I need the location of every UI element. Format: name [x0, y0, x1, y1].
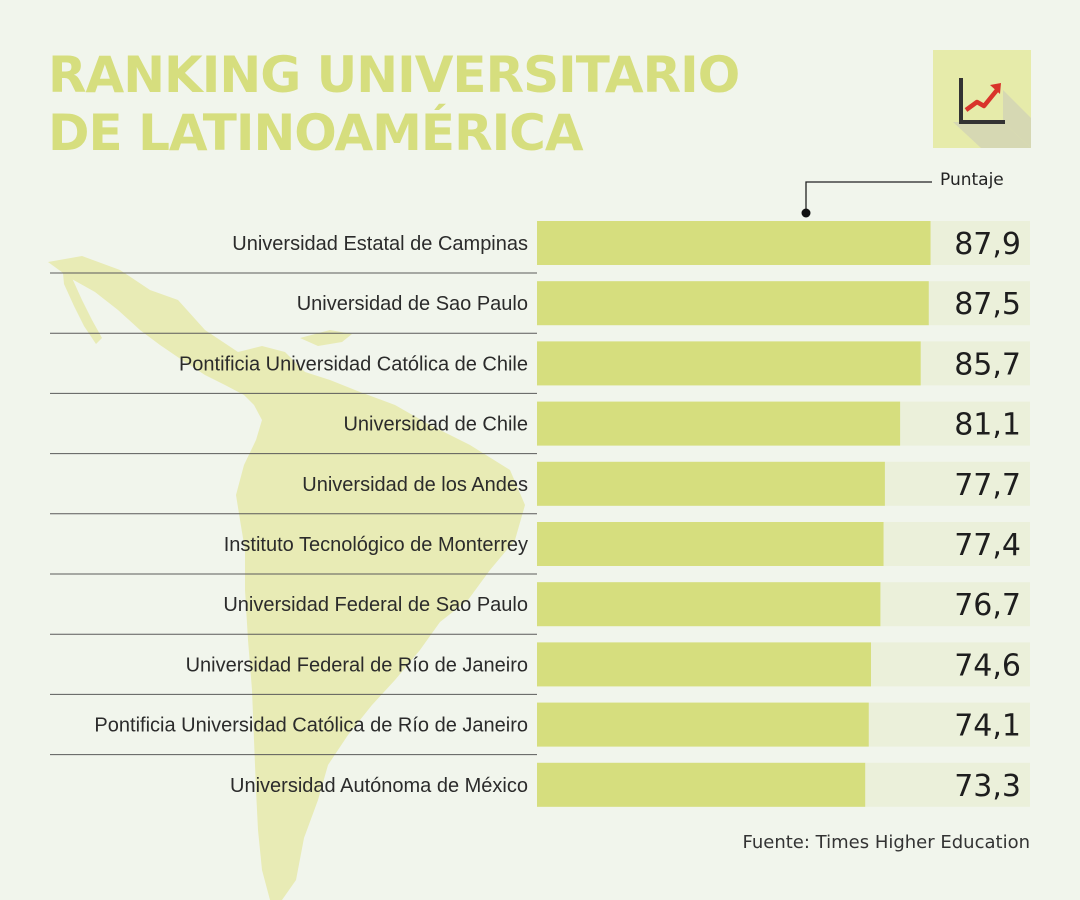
page-title: RANKING UNIVERSITARIO DE LATINOAMÉRICA — [48, 46, 740, 162]
value-label: 87,9 — [954, 227, 1021, 262]
value-label: 85,7 — [954, 347, 1021, 382]
value-label: 77,4 — [954, 528, 1021, 563]
value-label: 76,7 — [954, 588, 1021, 623]
bar — [537, 642, 872, 687]
title-line-1: RANKING UNIVERSITARIO — [48, 46, 740, 104]
value-label: 74,1 — [954, 709, 1021, 744]
value-label: 73,3 — [954, 769, 1021, 804]
bar — [537, 522, 884, 566]
bar — [537, 401, 901, 446]
category-label: Universidad Federal de Río de Janeiro — [186, 654, 528, 676]
category-label: Instituto Tecnológico de Monterrey — [224, 534, 528, 556]
value-label: 81,1 — [954, 408, 1021, 443]
legend-leader-dot — [801, 208, 811, 218]
category-label: Universidad de Sao Paulo — [297, 293, 528, 315]
value-label: 77,7 — [954, 468, 1021, 503]
bar — [537, 582, 881, 627]
category-label: Universidad de Chile — [343, 414, 528, 436]
value-label: 87,5 — [954, 287, 1021, 322]
bar — [537, 461, 885, 506]
legend-label: Puntaje — [940, 170, 1004, 190]
bar — [537, 762, 866, 807]
category-label: Pontificia Universidad Católica de Río d… — [94, 715, 528, 737]
category-label: Pontificia Universidad Católica de Chile — [179, 353, 528, 375]
value-label: 74,6 — [954, 648, 1021, 683]
bar — [537, 341, 921, 386]
category-label: Universidad de los Andes — [302, 474, 528, 496]
category-label: Universidad Autónoma de México — [230, 775, 528, 797]
category-label: Universidad Federal de Sao Paulo — [223, 594, 528, 616]
legend-leader-line — [805, 181, 932, 213]
bar — [537, 702, 869, 747]
bar — [537, 221, 931, 265]
category-label: Universidad Estatal de Campinas — [232, 233, 528, 255]
source-note: Fuente: Times Higher Education — [742, 832, 1030, 853]
chart-growth-icon — [933, 50, 1031, 148]
title-line-2: DE LATINOAMÉRICA — [48, 104, 584, 162]
bar — [537, 281, 929, 326]
